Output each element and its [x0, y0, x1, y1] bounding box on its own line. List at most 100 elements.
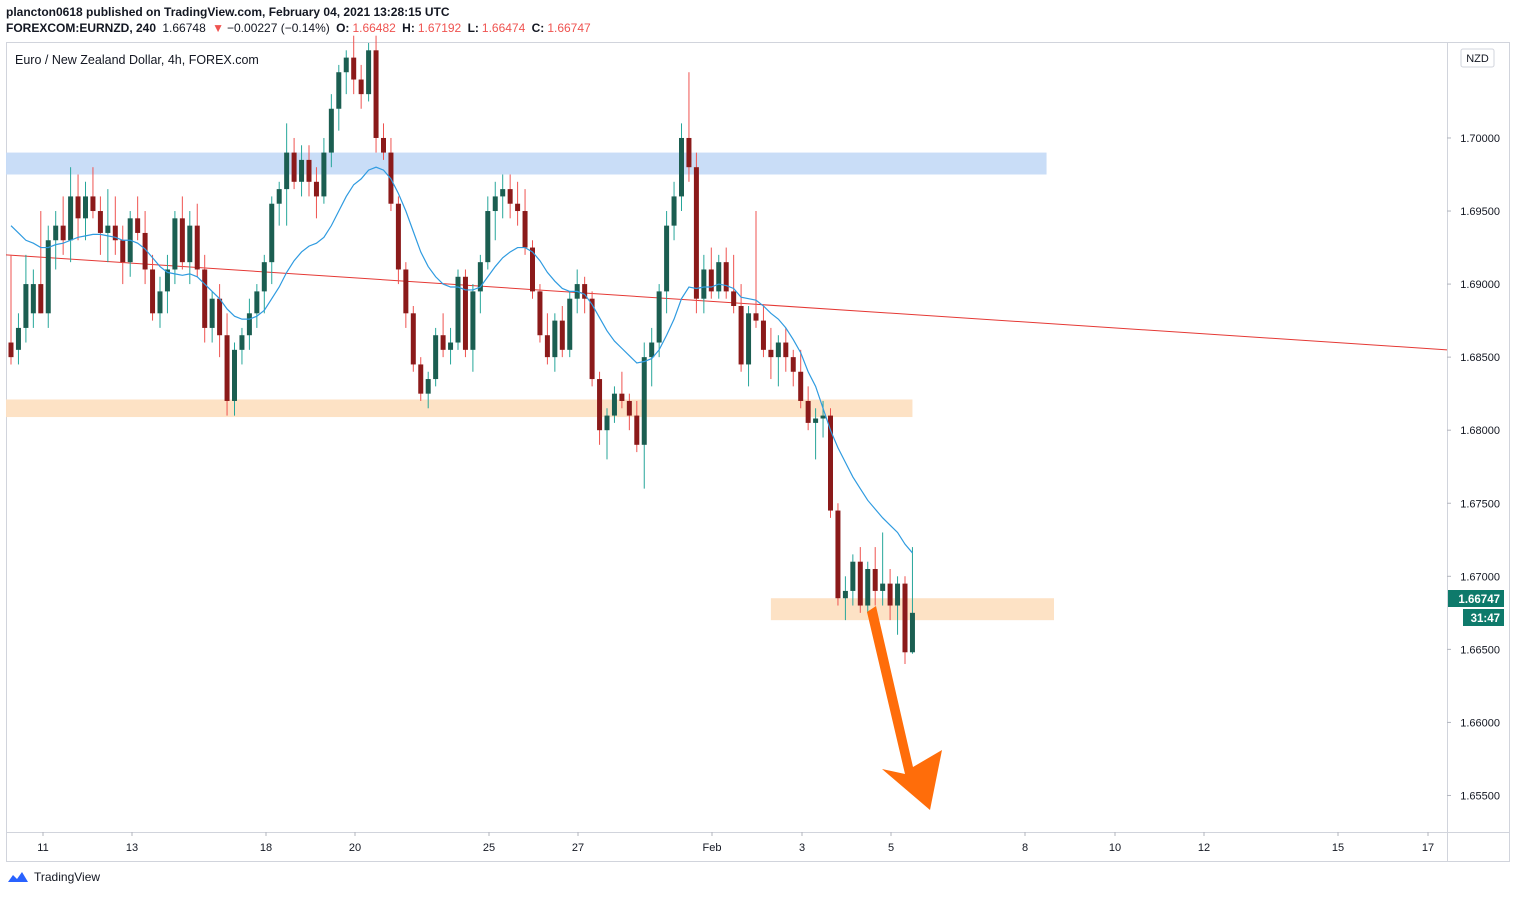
candle-body	[753, 313, 759, 321]
x-tick-label: 13	[126, 842, 138, 854]
open-label: O:	[336, 21, 350, 35]
close-value: 1.66747	[547, 21, 591, 35]
open-value: 1.66482	[352, 21, 396, 35]
last-price-tag	[1448, 590, 1504, 607]
price-axis[interactable]: 1.70000 1.69500 1.69000 1.68500 1.68000 1.675…	[1447, 133, 1500, 803]
y-tick-label: 1.66500	[1460, 644, 1500, 656]
chart-title: Euro / New Zealand Dollar, 4h, FOREX.com	[15, 53, 259, 67]
x-tick-label: 15	[1332, 842, 1344, 854]
candle-body	[537, 291, 543, 336]
x-tick-label: 8	[1022, 842, 1028, 854]
trendline-layer	[5, 254, 1448, 351]
candle-body	[403, 269, 409, 314]
currency-badge[interactable]	[1460, 48, 1495, 68]
candle-body	[872, 569, 878, 591]
candle-body	[768, 349, 774, 358]
candle-body	[887, 583, 893, 606]
candle-body	[395, 203, 401, 270]
candle-body	[142, 232, 148, 270]
candle-body	[477, 262, 483, 292]
symbol-label[interactable]: FOREXCOM:EURNZD, 240	[6, 21, 157, 35]
last-price-tag-label: 1.66747	[1458, 594, 1500, 606]
candle-body	[157, 291, 163, 314]
candle-body	[202, 269, 208, 328]
candle-body	[634, 415, 640, 445]
candle-body	[902, 583, 908, 653]
candle-body	[455, 276, 461, 343]
candle-body	[798, 371, 804, 401]
candle-body	[664, 225, 670, 292]
candle-body	[880, 583, 886, 591]
candle-body	[500, 189, 506, 197]
candle-body	[45, 240, 51, 314]
candle-body	[291, 152, 297, 182]
trendline	[5, 254, 1448, 351]
candles-layer	[8, 35, 915, 664]
candle-body	[164, 269, 170, 292]
candle-body	[269, 203, 275, 263]
candle-body	[723, 262, 729, 292]
candle-body	[686, 137, 692, 168]
candle-body	[217, 298, 223, 336]
candle-body	[462, 276, 468, 350]
candle-body	[671, 196, 677, 226]
candle-body	[708, 269, 714, 292]
candle-body	[179, 218, 185, 263]
publisher-line: plancton0618 published on TradingView.co…	[6, 5, 450, 19]
candle-body	[38, 284, 44, 314]
x-tick-label: Feb	[703, 842, 722, 854]
candle-body	[112, 225, 118, 241]
candle-body	[105, 225, 111, 233]
candle-body	[611, 393, 617, 416]
countdown-tag	[1463, 609, 1504, 626]
change-value: −0.00227 (−0.14%)	[227, 21, 330, 35]
candle-body	[567, 298, 573, 350]
candle-body	[425, 379, 431, 394]
candle-body	[440, 335, 446, 350]
candle-body	[828, 415, 833, 511]
candle-body	[239, 335, 245, 350]
candle-body	[381, 137, 386, 153]
time-axis[interactable]: 11 13 18 20 25 27 Feb 3 5 8 10 12 15 17	[37, 832, 1434, 854]
x-tick-label: 11	[37, 842, 48, 854]
projection-arrow-icon	[867, 606, 942, 810]
candle-body	[835, 510, 841, 599]
candle-body	[760, 320, 766, 350]
candle-body	[693, 167, 699, 299]
x-tick-label: 3	[799, 842, 805, 854]
y-tick-label: 1.67000	[1460, 571, 1500, 583]
candle-body	[850, 561, 856, 591]
ema-layer	[10, 166, 913, 554]
candle-body	[299, 159, 305, 182]
candle-body	[604, 415, 610, 431]
y-tick-label: 1.68500	[1460, 352, 1500, 364]
x-tick-label: 25	[483, 842, 495, 854]
countdown-tag-label: 31:47	[1471, 613, 1500, 625]
ohlc-line: FOREXCOM:EURNZD, 240 1.66748 ▼ −0.00227 (…	[6, 20, 594, 36]
y-tick-label: 1.70000	[1460, 133, 1500, 145]
candle-body	[731, 291, 737, 306]
candle-body	[515, 203, 521, 212]
candle-body	[358, 79, 364, 95]
candle-body	[135, 218, 141, 233]
candle-body	[909, 612, 915, 653]
candle-body	[470, 291, 476, 350]
last-price: 1.66748	[162, 21, 206, 35]
candle-body	[701, 269, 707, 299]
candle-body	[410, 313, 416, 365]
candle-body	[172, 218, 178, 270]
candle-body	[530, 247, 535, 292]
candle-body	[343, 57, 349, 73]
footer[interactable]: TradingView	[6, 870, 100, 884]
candle-body	[224, 335, 230, 401]
low-label: L:	[467, 21, 479, 35]
candle-body	[626, 400, 632, 416]
candle-body	[619, 393, 625, 401]
candle-body	[8, 342, 14, 358]
candle-body	[150, 269, 156, 314]
candle-body	[90, 196, 96, 212]
candle-body	[321, 152, 327, 197]
candle-body	[895, 583, 901, 606]
